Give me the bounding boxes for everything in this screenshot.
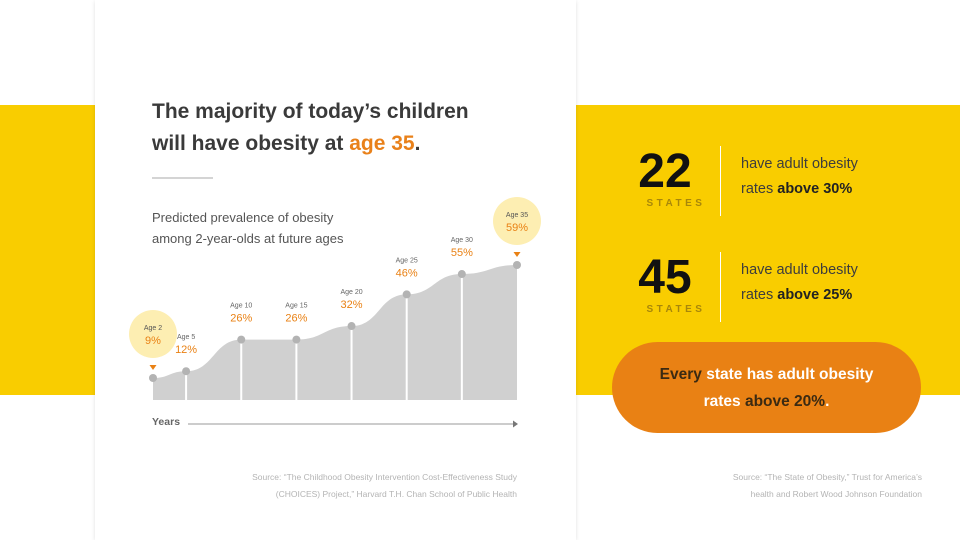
highlight-bubble xyxy=(493,197,541,245)
source-right-line1: Source: “The State of Obesity,” Trust fo… xyxy=(732,472,922,482)
data-point xyxy=(457,270,466,279)
point-age-label: Age 15 xyxy=(285,303,307,310)
point-value-label: 26% xyxy=(230,313,252,325)
callout-every: Every xyxy=(659,365,702,383)
stat-number: 45 xyxy=(638,251,692,304)
point-value-label: 32% xyxy=(341,299,363,311)
point-value-label: 12% xyxy=(175,344,197,356)
stat-desc-line1: have adult obesity xyxy=(741,156,858,172)
x-axis-arrow-icon xyxy=(513,420,518,428)
point-age-label: Age 2 xyxy=(144,325,162,332)
pointer-icon xyxy=(149,365,157,370)
stat-25: 45 STATES have adult obesity rates above… xyxy=(620,252,940,342)
headline-highlight: age 35 xyxy=(349,132,415,155)
data-point xyxy=(513,261,521,269)
pointer-icon xyxy=(513,252,521,257)
stat-desc-mid: rates xyxy=(741,287,778,303)
callout-bold: above 20% xyxy=(744,392,826,410)
source-right-line2: health and Robert Wood Johnson Foundatio… xyxy=(750,489,922,499)
source-right: Source: “The State of Obesity,” Trust fo… xyxy=(680,469,922,503)
chart-card: The majority of today’s children will ha… xyxy=(95,0,576,540)
stat-description: have adult obesity rates above 25% xyxy=(741,258,931,308)
source-left-line2: (CHOICES) Project,” Harvard T.H. Chan Sc… xyxy=(275,489,517,499)
divider xyxy=(152,177,213,179)
source-left-line1: Source: “The Childhood Obesity Intervent… xyxy=(252,472,517,482)
headline-line2: will have obesity at xyxy=(152,132,350,155)
stat-number: 22 xyxy=(638,145,692,198)
data-point xyxy=(149,374,157,382)
point-age-label: Age 30 xyxy=(451,237,473,244)
point-value-label: 26% xyxy=(285,313,307,325)
headline: The majority of today’s children will ha… xyxy=(152,96,552,160)
stat-desc-line1: have adult obesity xyxy=(741,262,858,278)
callout-line1: state has adult obesity xyxy=(701,365,874,383)
data-point xyxy=(292,335,301,344)
point-age-label: Age 25 xyxy=(396,257,418,264)
chart-subtitle: Predicted prevalence of obesity among 2-… xyxy=(152,207,392,249)
point-value-label: 59% xyxy=(506,222,528,234)
point-value-label: 9% xyxy=(145,335,161,347)
headline-period: . xyxy=(414,132,421,155)
area-chart: Age 2 9% Age 5 12% Age 10 26% Age 15 26% Age 20 3… xyxy=(129,197,541,428)
point-value-label: 46% xyxy=(396,267,418,279)
subtitle-line2: among 2-year-olds at future ages xyxy=(152,231,344,246)
point-value-label: 55% xyxy=(451,247,473,259)
stat-30: 22 STATES have adult obesity rates above… xyxy=(620,146,940,236)
highlight-bubble xyxy=(129,310,177,358)
subtitle-line1: Predicted prevalence of obesity xyxy=(152,210,334,225)
point-age-label: Age 35 xyxy=(506,212,528,219)
point-age-label: Age 20 xyxy=(340,289,362,296)
data-point xyxy=(347,322,356,331)
area-fill xyxy=(153,265,517,400)
stat-divider xyxy=(720,252,721,322)
stat-description: have adult obesity rates above 30% xyxy=(741,152,931,202)
stat-desc-bold: above 25% xyxy=(777,287,853,303)
point-age-label: Age 5 xyxy=(177,334,195,341)
point-age-label: Age 10 xyxy=(230,303,252,310)
data-point xyxy=(237,335,246,344)
data-point xyxy=(402,290,411,299)
stat-unit: STATES xyxy=(646,304,706,315)
callout-text: Every state has adult obesity rates abov… xyxy=(660,361,874,415)
callout-line2-pre: rates xyxy=(703,392,745,410)
data-point xyxy=(182,367,191,376)
stat-desc-mid: rates xyxy=(741,181,778,197)
callout-pill: Every state has adult obesity rates abov… xyxy=(612,342,921,433)
stat-unit: STATES xyxy=(646,198,706,209)
source-left: Source: “The Childhood Obesity Intervent… xyxy=(155,469,517,503)
stat-desc-bold: above 30% xyxy=(777,181,853,197)
stat-divider xyxy=(720,146,721,216)
callout-period: . xyxy=(825,392,830,410)
headline-line1: The majority of today’s children xyxy=(152,100,469,123)
x-axis-label: Years xyxy=(152,416,181,428)
